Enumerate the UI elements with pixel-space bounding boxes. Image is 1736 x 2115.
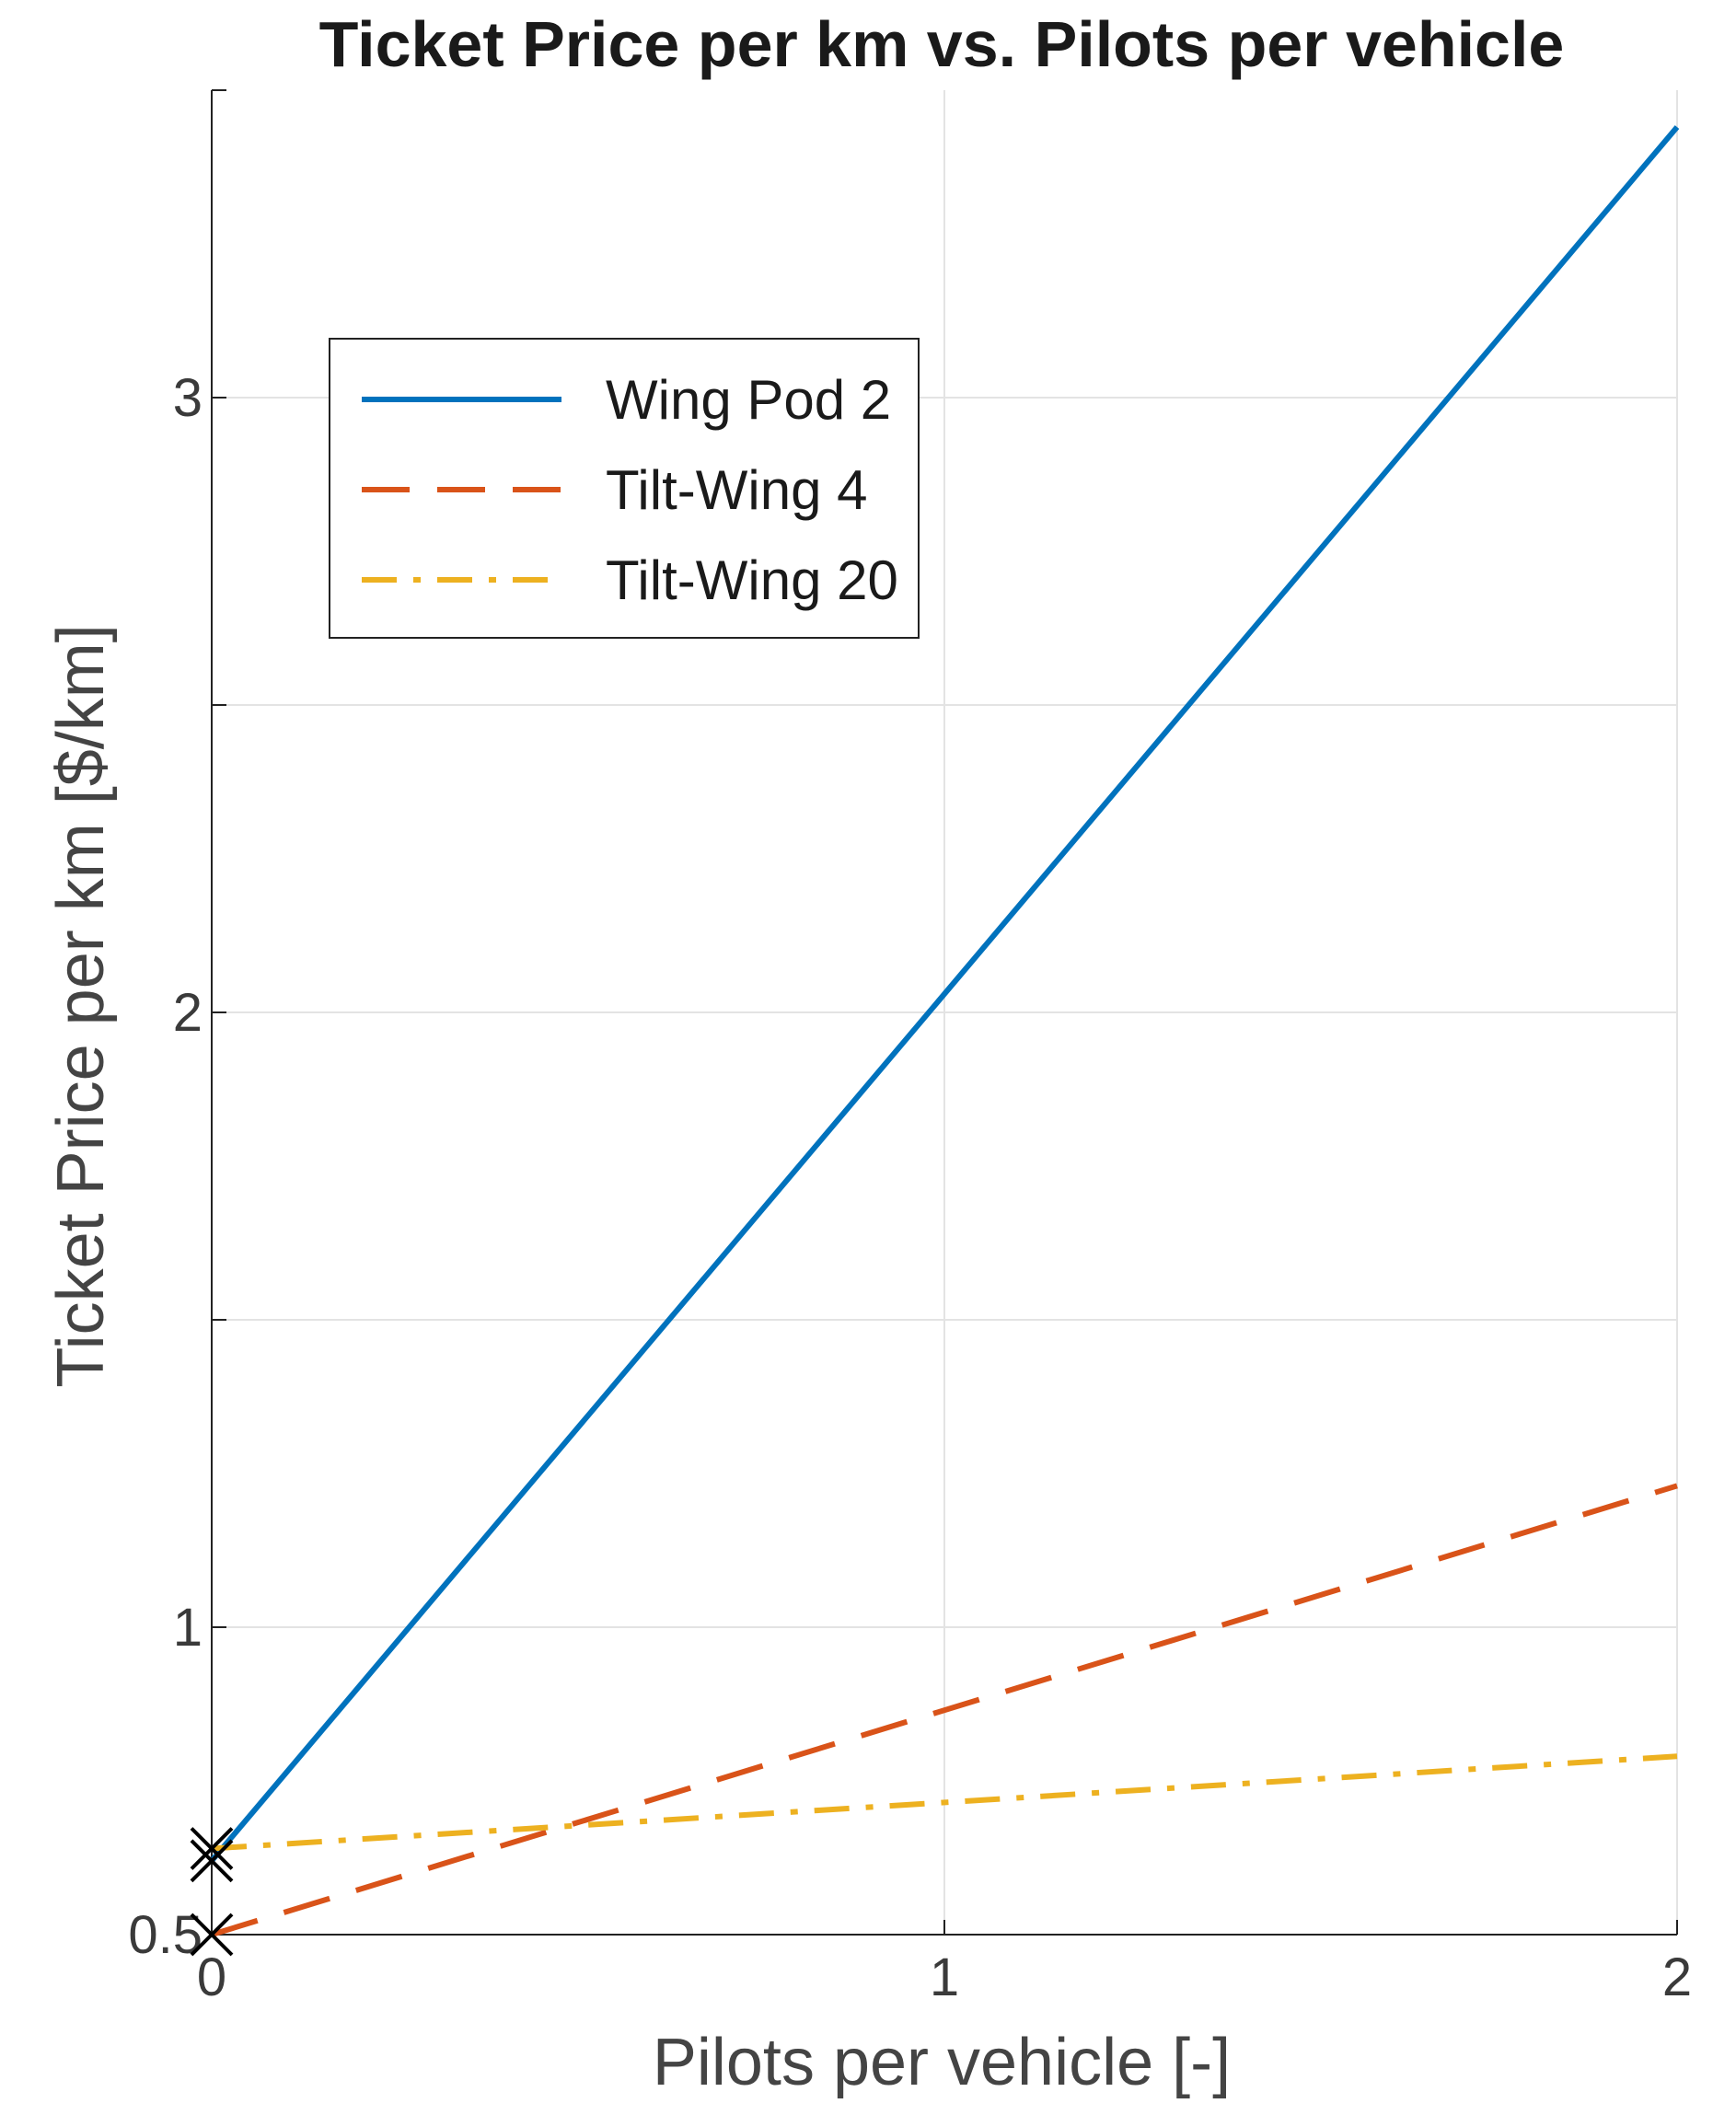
series-lines: [209, 125, 1680, 1937]
y-tick-label-0: 0.5: [128, 1905, 203, 1965]
marker-x-0: [190, 1827, 234, 1870]
y-tick-label-3: 2: [173, 983, 203, 1043]
y-axis-label: Ticket Price per km [$/km]: [44, 624, 118, 1387]
x-axis-label: Pilots per vehicle [-]: [653, 2026, 1231, 2099]
legend-label-1: Tilt-Wing 4: [606, 459, 867, 521]
legend-label-0: Wing Pod 2: [606, 369, 891, 431]
legend-box: [329, 338, 920, 639]
legend: Wing Pod 2 Tilt-Wing 4 Tilt-Wing 20: [329, 338, 920, 639]
chart-title: Ticket Price per km vs. Pilots per vehic…: [319, 8, 1565, 80]
series-line-2: [211, 1753, 1678, 1852]
data-markers: [190, 1827, 234, 1957]
series-line-0: [209, 125, 1680, 1863]
y-tick-label-1: 1: [173, 1598, 203, 1658]
x-tick-label-2: 2: [1662, 1947, 1692, 2007]
x-tick-label-1: 1: [930, 1947, 959, 2007]
marker-x-1: [190, 1839, 234, 1883]
legend-label-2: Tilt-Wing 20: [606, 549, 898, 611]
series-line-1: [211, 1483, 1678, 1937]
axes: 0 1 2 0.5 1 2 3: [128, 89, 1692, 2007]
x-tick-label-0: 0: [197, 1947, 226, 2007]
y-tick-label-5: 3: [173, 368, 203, 428]
marker-x-2: [190, 1913, 234, 1957]
